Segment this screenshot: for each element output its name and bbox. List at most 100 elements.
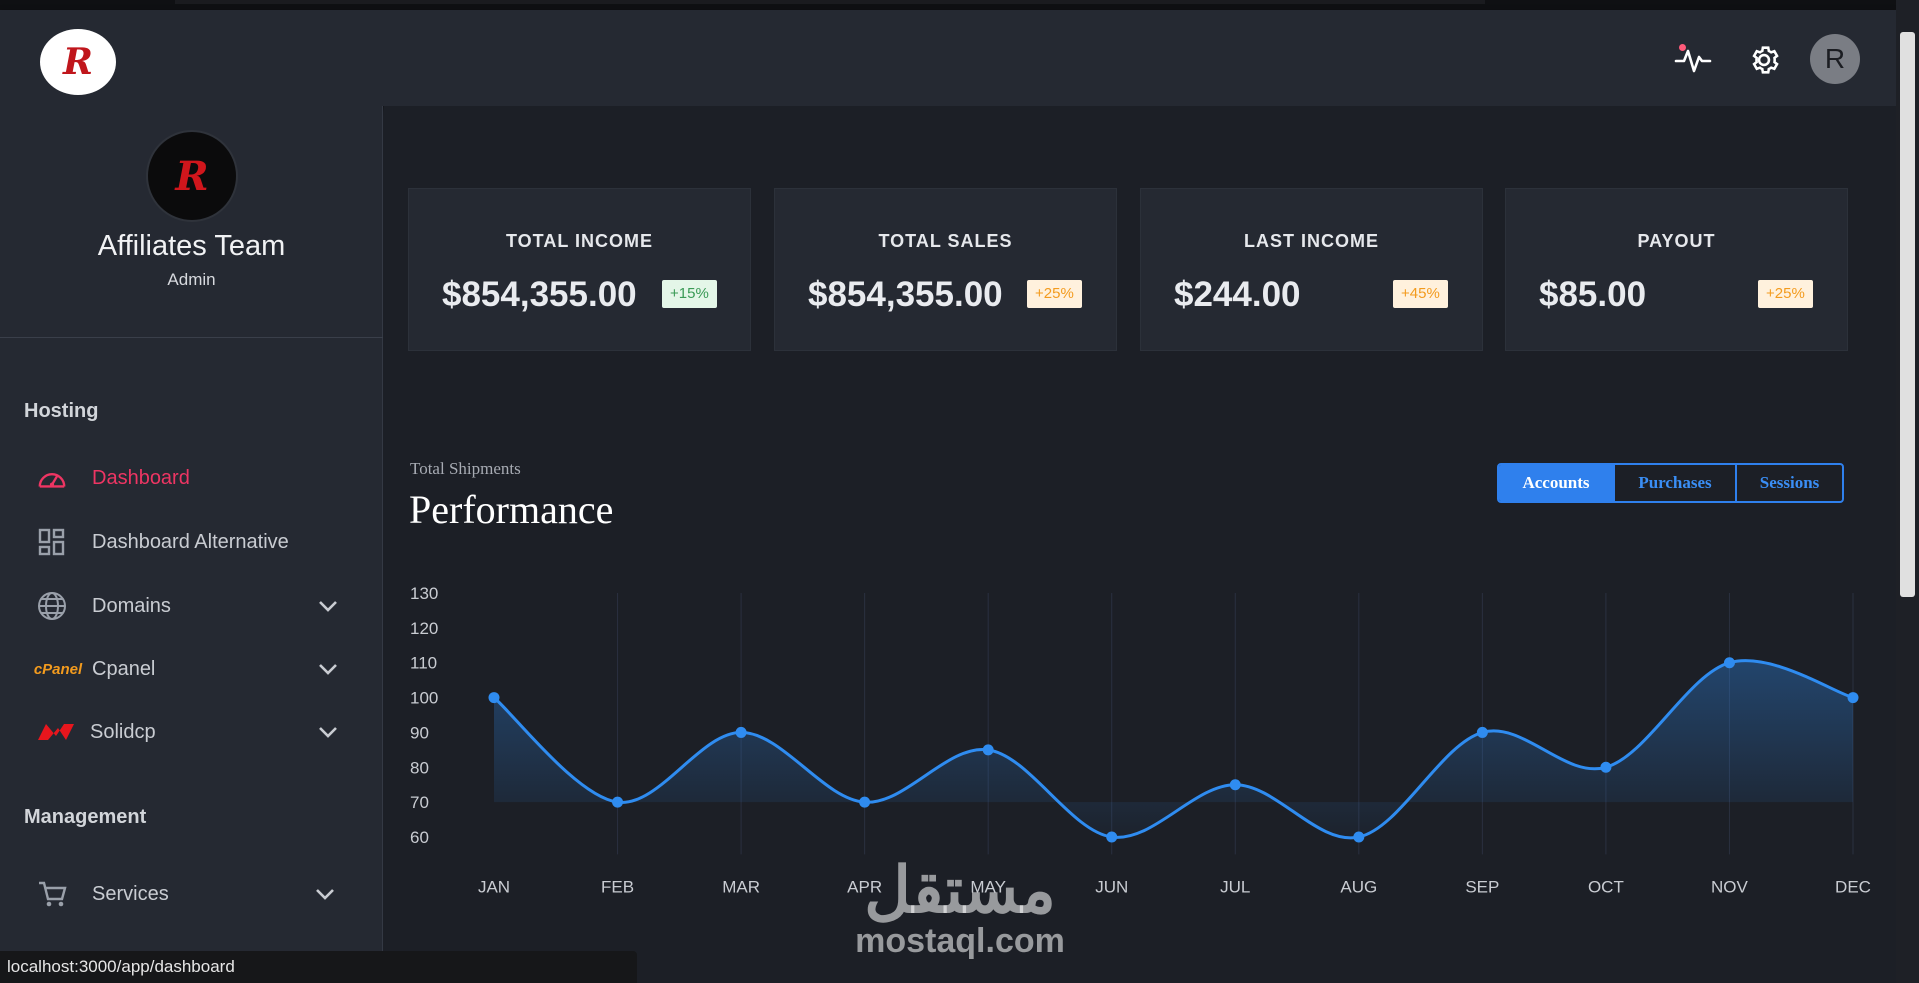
- x-tick-label: SEP: [1465, 877, 1499, 896]
- stat-card-payout: PAYOUT $85.00 +25%: [1505, 188, 1848, 351]
- speedometer-icon: [36, 464, 68, 492]
- y-tick-label: 120: [410, 619, 438, 638]
- sidebar-item-solidcp[interactable]: Solidcp: [0, 706, 383, 758]
- status-bar-url: localhost:3000/app/dashboard: [0, 951, 637, 983]
- sidebar-item-label: Services: [92, 882, 169, 905]
- sidebar-item-cpanel[interactable]: cPanel Cpanel: [0, 643, 383, 695]
- data-point: [612, 796, 624, 808]
- chart-subtitle: Total Shipments: [410, 459, 521, 478]
- data-point: [1106, 831, 1118, 843]
- sidebar-item-dashboard-alternative[interactable]: Dashboard Alternative: [0, 516, 383, 568]
- top-strip-bar: [175, 0, 1485, 4]
- change-badge: +25%: [1027, 280, 1082, 308]
- cpanel-icon: cPanel: [30, 655, 86, 683]
- scrollbar-thumb[interactable]: [1900, 32, 1915, 597]
- x-tick-label: MAY: [970, 877, 1006, 896]
- chevron-down-icon: [319, 601, 337, 612]
- sidebar-item-label: Domains: [92, 594, 171, 617]
- change-badge: +25%: [1758, 280, 1813, 308]
- card-value: $244.00: [1174, 275, 1301, 314]
- profile-name: Affiliates Team: [97, 230, 286, 262]
- sidebar-item-dashboard[interactable]: Dashboard: [0, 452, 383, 504]
- card-value: $854,355.00: [442, 275, 637, 314]
- chevron-down-icon: [319, 727, 337, 738]
- data-point: [1353, 831, 1365, 843]
- gear-icon[interactable]: [1744, 40, 1784, 80]
- x-tick-label: NOV: [1711, 877, 1749, 896]
- notification-dot: [1679, 44, 1686, 51]
- change-badge: +45%: [1393, 280, 1448, 308]
- watermark-arabic: مستقل: [864, 854, 1056, 926]
- globe-icon: [36, 592, 68, 620]
- x-tick-label: APR: [847, 877, 882, 896]
- stat-card-total-sales: TOTAL SALES $854,355.00 +25%: [774, 188, 1117, 351]
- chart-tab-group: Accounts Purchases Sessions: [1497, 463, 1844, 503]
- x-tick-label: FEB: [601, 877, 634, 896]
- browser-top-strip: [0, 0, 1919, 10]
- data-point: [1229, 779, 1241, 791]
- x-tick-label: DEC: [1835, 877, 1871, 896]
- watermark-latin: mostaql.com: [855, 922, 1065, 960]
- sidebar-divider: [0, 337, 383, 338]
- y-tick-label: 90: [410, 723, 429, 742]
- tab-accounts[interactable]: Accounts: [1499, 465, 1615, 501]
- scrollbar[interactable]: [1896, 0, 1919, 983]
- cpanel-logo-text: cPanel: [33, 660, 83, 678]
- performance-chart: 60 70 80 90 100 110 120 130 JAN FEB MAR APR MAY JUN JU…: [410, 584, 1871, 896]
- watermark: مستقل mostaql.com: [840, 858, 1080, 961]
- cart-icon: [36, 880, 68, 908]
- tab-purchases[interactable]: Purchases: [1615, 465, 1737, 501]
- stat-card-last-income: LAST INCOME $244.00 +45%: [1140, 188, 1483, 351]
- x-tick-label: MAR: [722, 877, 760, 896]
- y-tick-label: 60: [410, 828, 429, 847]
- card-value: $85.00: [1539, 275, 1647, 314]
- data-point: [735, 726, 747, 738]
- data-point: [1476, 726, 1488, 738]
- x-tick-label: AUG: [1340, 877, 1377, 896]
- app-logo[interactable]: R: [40, 29, 116, 95]
- y-tick-label: 80: [410, 758, 429, 777]
- sidebar-item-label: Dashboard: [92, 466, 190, 489]
- sidebar-item-label: Cpanel: [92, 657, 156, 680]
- data-point: [982, 744, 994, 756]
- top-header: R R: [0, 10, 1896, 106]
- data-point: [1600, 761, 1612, 773]
- stat-card-total-income: TOTAL INCOME $854,355.00 +15%: [408, 188, 751, 351]
- profile-logo-letter: R: [175, 152, 209, 200]
- y-tick-label: 110: [410, 654, 437, 673]
- y-tick-label: 100: [410, 689, 438, 708]
- series-line: [493, 659, 1854, 840]
- card-title: PAYOUT: [1637, 231, 1716, 251]
- x-tick-label: JUL: [1220, 877, 1250, 896]
- y-tick-label: 70: [410, 793, 429, 812]
- grid-icon: [36, 528, 68, 556]
- x-tick-label: JUN: [1095, 877, 1128, 896]
- activity-icon[interactable]: [1673, 40, 1713, 80]
- card-value: $854,355.00: [808, 275, 1003, 314]
- sidebar-item-domains[interactable]: Domains: [0, 580, 383, 632]
- card-title: LAST INCOME: [1244, 231, 1379, 251]
- tab-sessions[interactable]: Sessions: [1759, 473, 1820, 492]
- logo-letter: R: [63, 41, 93, 83]
- solidcp-icon: [36, 718, 76, 746]
- data-point: [859, 796, 871, 808]
- main-content: TOTAL INCOME $854,355.00 +15% TOTAL SALE…: [384, 106, 1896, 983]
- x-tick-label: OCT: [1588, 877, 1624, 896]
- section-management: Management: [24, 806, 147, 828]
- user-avatar[interactable]: R: [1810, 34, 1860, 84]
- card-title: TOTAL INCOME: [506, 231, 653, 251]
- profile-role: Admin: [167, 270, 216, 289]
- series-area: [494, 660, 1853, 838]
- data-point: [488, 692, 500, 704]
- chevron-down-icon: [316, 889, 334, 900]
- y-tick-label: 130: [410, 584, 438, 603]
- profile-avatar: R: [146, 130, 238, 222]
- chevron-down-icon: [319, 664, 337, 675]
- card-title: TOTAL SALES: [878, 231, 1013, 251]
- x-tick-label: JAN: [478, 877, 510, 896]
- sidebar-item-label: Dashboard Alternative: [92, 530, 289, 553]
- chart-title: Performance: [409, 487, 614, 532]
- data-point: [1723, 657, 1735, 669]
- sidebar-item-services[interactable]: Services: [0, 868, 383, 920]
- sidebar-item-label: Solidcp: [90, 720, 156, 743]
